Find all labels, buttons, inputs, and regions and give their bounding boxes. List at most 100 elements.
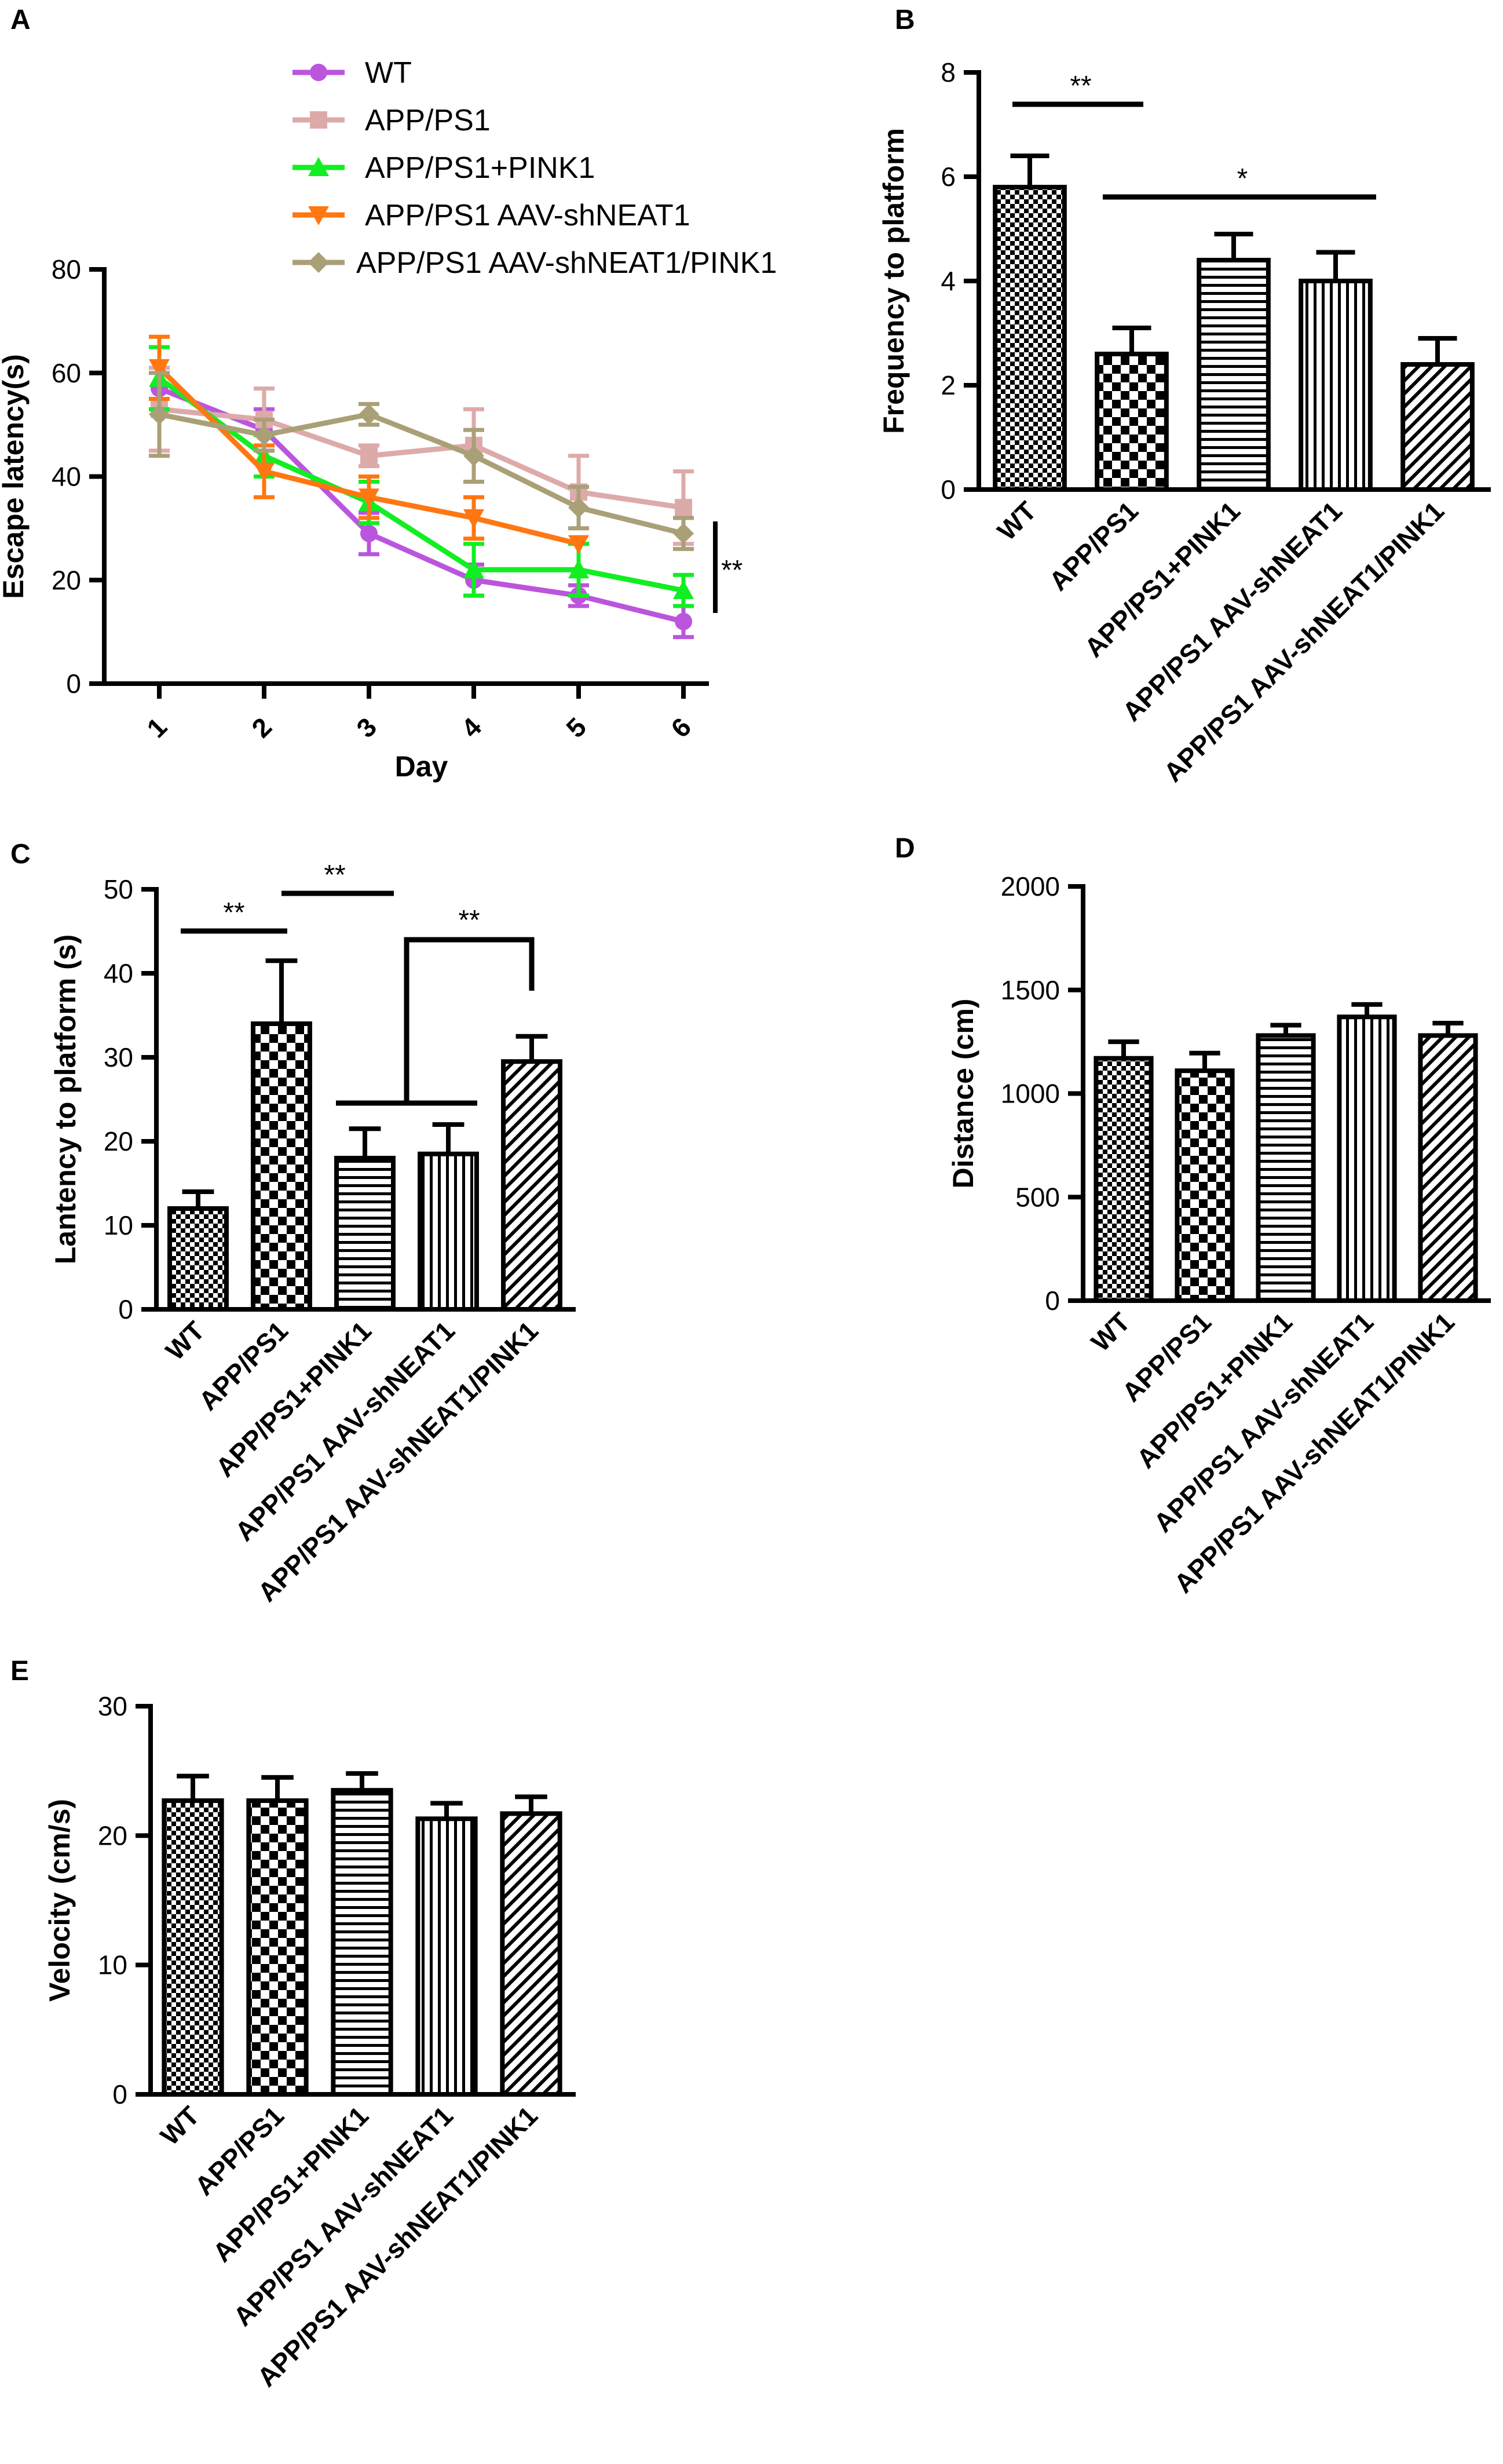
y-tick-label: 0 xyxy=(1045,1286,1060,1316)
y-tick-label: 4 xyxy=(941,266,956,296)
bar-0 xyxy=(162,1798,224,2097)
x-category-label: WT xyxy=(992,495,1042,546)
bar-1 xyxy=(246,1798,309,2097)
y-tick-label: 0 xyxy=(112,2079,127,2109)
marker-triangle-down xyxy=(308,206,329,225)
significance-label: ** xyxy=(324,860,345,890)
x-category-label: APP/PS1 xyxy=(1043,495,1144,596)
marker-triangle-up xyxy=(568,559,589,579)
significance-label: ** xyxy=(458,905,480,936)
y-tick-label: 20 xyxy=(52,565,81,595)
legend-entry: WT xyxy=(292,56,412,90)
bar-0 xyxy=(993,185,1067,492)
legend-label: APP/PS1 AAV-shNEAT1/PINK1 xyxy=(356,246,777,280)
x-tick-label: 6 xyxy=(665,711,697,743)
y-axis-title: Escape latency(s) xyxy=(0,354,30,598)
bar-3 xyxy=(1299,279,1373,492)
legend-label: WT xyxy=(365,56,412,90)
legend-entry: APP/PS1+PINK1 xyxy=(292,151,595,185)
panel-label: D xyxy=(895,833,915,864)
marker-triangle-down xyxy=(463,509,484,528)
marker-triangle-up xyxy=(463,559,484,579)
bar-4 xyxy=(1400,362,1475,492)
series-4 xyxy=(149,371,694,552)
bar-3 xyxy=(1337,1014,1397,1303)
x-category-label: WT xyxy=(155,2100,205,2151)
legend-label: APP/PS1+PINK1 xyxy=(365,151,595,185)
y-tick-label: 2000 xyxy=(1001,871,1060,901)
x-tick-label: 4 xyxy=(455,711,487,743)
x-category-label: WT xyxy=(1085,1306,1136,1357)
significance-label: ** xyxy=(721,555,743,586)
x-tick-label: 1 xyxy=(141,711,173,743)
x-category-label: APP/PS1+PINK1 xyxy=(207,2100,374,2268)
bar-2 xyxy=(331,1788,393,2097)
y-tick-label: 20 xyxy=(104,1126,133,1156)
legend-entry: APP/PS1 xyxy=(292,104,491,137)
marker-circle xyxy=(360,524,378,542)
x-tick-label: 2 xyxy=(246,711,277,743)
legend-entry: APP/PS1 AAV-shNEAT1 xyxy=(292,199,690,232)
panel-label: B xyxy=(895,5,915,35)
y-axis-title: Velocity (cm/s) xyxy=(43,1799,76,2002)
series-line xyxy=(159,411,685,536)
legend-entry: APP/PS1 AAV-shNEAT1/PINK1 xyxy=(292,246,777,280)
marker-diamond xyxy=(308,252,329,273)
marker-square xyxy=(310,111,327,129)
y-axis-title: Distance (cm) xyxy=(947,999,979,1189)
marker-triangle-down xyxy=(568,535,589,554)
series-2 xyxy=(149,345,694,608)
bar-1 xyxy=(1095,352,1169,492)
marker-diamond xyxy=(359,404,379,425)
marker-diamond xyxy=(149,404,170,425)
bar-4 xyxy=(501,1059,562,1312)
significance-label: ** xyxy=(1070,71,1091,101)
panel-c-bar-chart: C 0 10 20 30 40 50 Lantency to platform (s) WTAP… xyxy=(10,839,576,1608)
bar-2 xyxy=(1256,1033,1316,1304)
bar-4 xyxy=(500,1811,562,2097)
marker-triangle-down xyxy=(149,359,170,378)
x-category-label: APP/PS1+PINK1 xyxy=(1131,1306,1298,1474)
y-tick-label: 10 xyxy=(98,1950,127,1980)
x-category-label: WT xyxy=(160,1315,210,1366)
y-tick-label: 50 xyxy=(104,874,133,904)
marker-diamond xyxy=(463,445,484,466)
bar-1 xyxy=(251,1021,312,1312)
bar-2 xyxy=(334,1156,396,1312)
y-tick-label: 500 xyxy=(1015,1182,1060,1212)
y-tick-label: 1500 xyxy=(1001,975,1060,1005)
panel-label: C xyxy=(10,839,31,870)
marker-triangle-up xyxy=(673,580,694,600)
y-tick-label: 40 xyxy=(52,462,81,492)
marker-triangle-down xyxy=(254,462,275,482)
bar-4 xyxy=(1418,1033,1478,1304)
marker-diamond xyxy=(254,425,275,446)
y-tick-label: 8 xyxy=(941,57,956,87)
marker-square xyxy=(675,499,692,517)
x-tick-label: 5 xyxy=(560,711,592,743)
y-tick-label: 1000 xyxy=(1001,1079,1060,1109)
bar-3 xyxy=(418,1151,479,1312)
bar-1 xyxy=(1175,1068,1235,1304)
panel-label: E xyxy=(10,1656,29,1687)
legend-label: APP/PS1 AAV-shNEAT1 xyxy=(365,199,690,232)
marker-triangle-down xyxy=(359,488,379,508)
legend-label: APP/PS1 xyxy=(365,104,491,137)
y-axis-title: Lantency to platform (s) xyxy=(49,935,82,1264)
bar-0 xyxy=(1094,1056,1154,1303)
marker-square xyxy=(360,447,378,465)
y-tick-label: 0 xyxy=(66,669,81,699)
y-axis-title: Frequency to platform xyxy=(877,128,910,434)
marker-diamond xyxy=(568,497,589,519)
y-tick-label: 60 xyxy=(52,358,81,388)
series-line xyxy=(159,406,684,510)
y-tick-label: 10 xyxy=(104,1210,133,1240)
y-tick-label: 30 xyxy=(98,1691,127,1721)
significance-label: * xyxy=(1237,163,1248,194)
y-tick-label: 40 xyxy=(104,958,133,988)
series-0 xyxy=(149,366,694,640)
x-category-label: APP/PS1+PINK1 xyxy=(210,1315,377,1483)
